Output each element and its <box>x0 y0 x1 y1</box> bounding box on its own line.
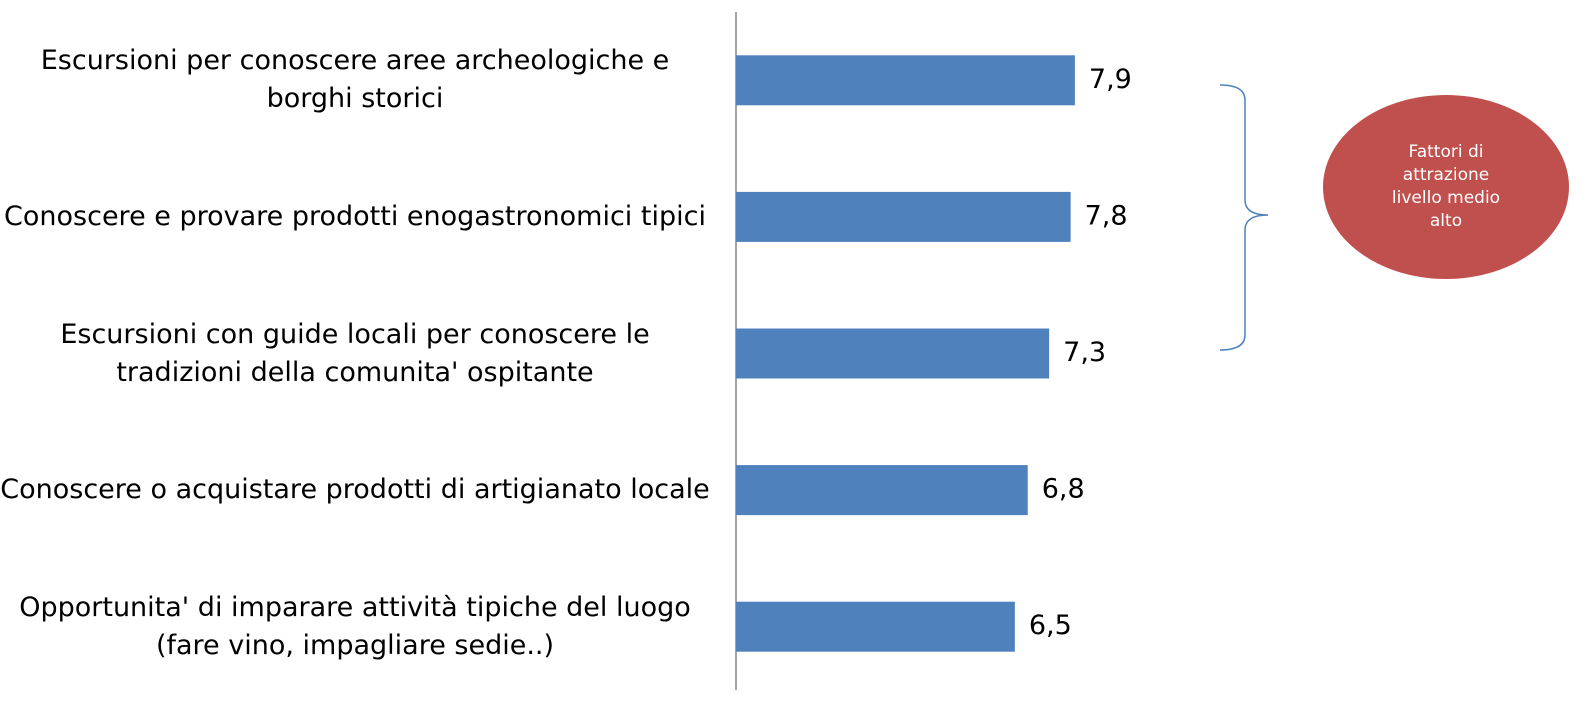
category-label: Conoscere o acquistare prodotti di artig… <box>0 474 710 506</box>
bar <box>736 191 1071 242</box>
annotation-text: Fattori di attrazione livello medio alto <box>1391 142 1501 231</box>
bar <box>736 328 1050 379</box>
category-label: Opportunita' di imparare attività tipich… <box>19 591 691 661</box>
bar <box>736 465 1028 516</box>
value-label: 7,9 <box>1089 64 1132 95</box>
bar <box>736 55 1075 106</box>
value-label: 6,5 <box>1029 610 1072 641</box>
bracket <box>1219 84 1269 351</box>
annotation-ellipse <box>1323 95 1569 279</box>
value-label: 6,8 <box>1042 474 1085 505</box>
value-label: 7,3 <box>1063 337 1106 368</box>
category-label: Conoscere e provare prodotti enogastrono… <box>4 200 706 232</box>
category-label: Escursioni per conoscere aree archeologi… <box>40 45 670 115</box>
category-label: Escursioni con guide locali per conoscer… <box>60 318 650 388</box>
bar <box>736 601 1015 652</box>
value-label: 7,8 <box>1085 200 1128 231</box>
